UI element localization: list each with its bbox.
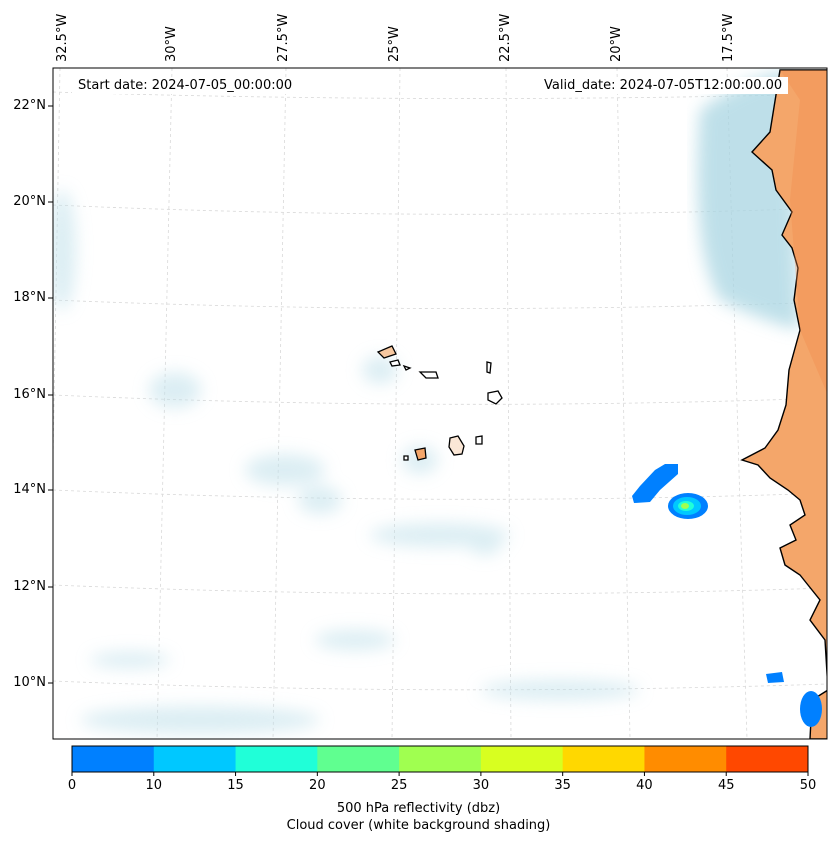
lon-label: 30°W bbox=[164, 26, 179, 62]
colorbar-tick-label: 15 bbox=[227, 778, 244, 793]
colorbar-segment bbox=[562, 746, 645, 772]
colorbar-segment bbox=[726, 746, 809, 772]
lat-label: 10°N bbox=[13, 675, 46, 690]
lat-ticks bbox=[48, 105, 53, 684]
colorbar-tick-label: 10 bbox=[145, 778, 163, 793]
colorbar-label: 500 hPa reflectivity (dbz) bbox=[336, 801, 501, 816]
colorbar-tick-label: 35 bbox=[554, 778, 571, 793]
reflectivity-cell-west bbox=[632, 464, 678, 503]
colorbar-segment bbox=[399, 746, 482, 772]
lon-label: 22.5°W bbox=[498, 13, 513, 62]
lat-label: 14°N bbox=[13, 482, 46, 497]
colorbar bbox=[71, 745, 809, 776]
colorbar-sublabel: Cloud cover (white background shading) bbox=[286, 818, 551, 833]
colorbar-border bbox=[71, 745, 809, 773]
reflectivity-cell-east bbox=[668, 493, 708, 519]
colorbar-tick-label: 20 bbox=[309, 778, 326, 793]
colorbar-tick-label: 0 bbox=[67, 778, 77, 793]
colorbar-tick-label: 45 bbox=[717, 778, 735, 793]
colorbar-tick-label: 50 bbox=[799, 778, 817, 793]
colorbar-tick-label: 25 bbox=[390, 778, 408, 793]
colorbar-tick-label: 40 bbox=[636, 778, 653, 793]
lat-label: 22°N bbox=[13, 98, 46, 113]
colorbar-segment bbox=[153, 746, 237, 772]
colorbar-tick-label: 30 bbox=[472, 778, 490, 793]
colorbar-segment bbox=[317, 746, 400, 772]
reflectivity-cell-southeast bbox=[800, 691, 822, 727]
lon-label: 27.5°W bbox=[276, 13, 291, 62]
reflectivity-layer bbox=[632, 464, 822, 727]
africa-landmass bbox=[740, 69, 827, 739]
reflectivity-cell-south bbox=[766, 672, 784, 683]
map-frame bbox=[52, 67, 828, 740]
lat-label: 20°N bbox=[13, 194, 46, 209]
start-date-label: Start date: 2024-07-05_00:00:00 bbox=[72, 77, 299, 94]
colorbar-segment bbox=[72, 746, 155, 772]
lat-label: 16°N bbox=[13, 387, 46, 402]
cloud-cover-shading bbox=[53, 190, 640, 734]
lon-label: 20°W bbox=[609, 26, 624, 62]
cape-verde-islands bbox=[376, 345, 503, 461]
lon-label: 25°W bbox=[387, 26, 402, 62]
colorbar-segment bbox=[480, 746, 564, 772]
colorbar-segment bbox=[235, 746, 318, 772]
lon-label: 32.5°W bbox=[55, 13, 70, 62]
colorbar-segment bbox=[644, 746, 727, 772]
lat-label: 12°N bbox=[13, 579, 46, 594]
lon-label: 17.5°W bbox=[721, 13, 736, 62]
valid-date-label: Valid_date: 2024-07-05T12:00:00.00 bbox=[538, 77, 789, 94]
lat-label: 18°N bbox=[13, 290, 46, 305]
